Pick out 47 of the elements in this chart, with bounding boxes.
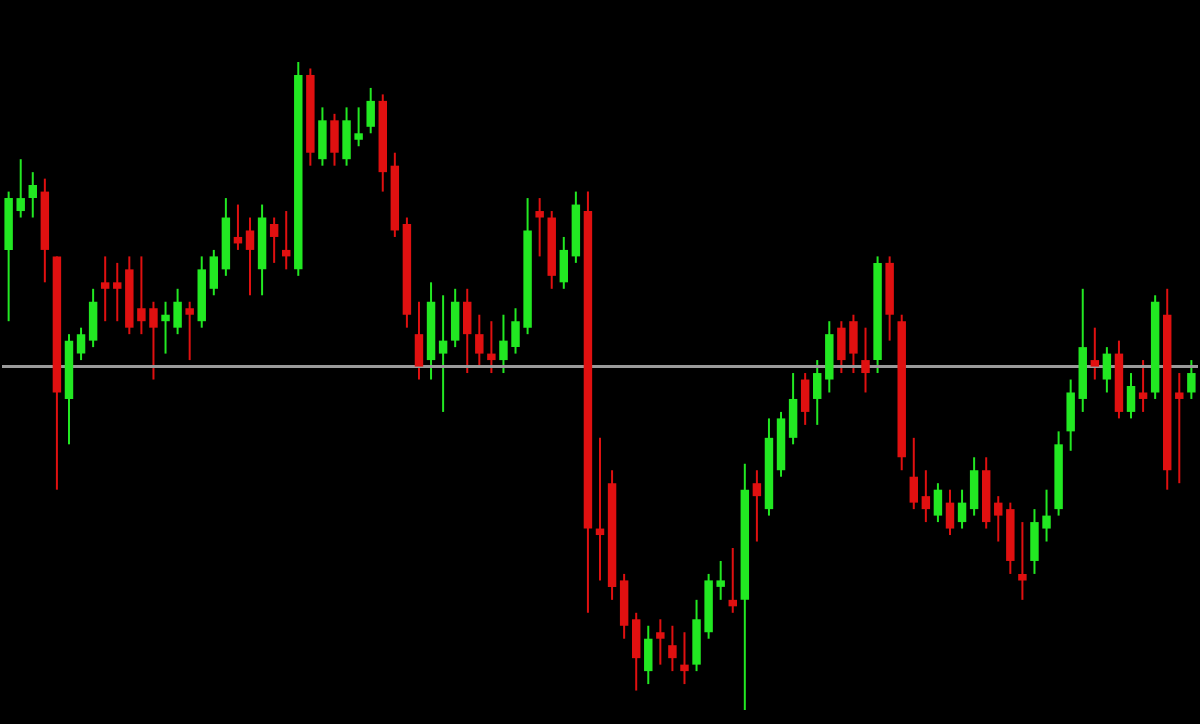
candlestick bbox=[28, 171, 37, 219]
candlestick bbox=[994, 495, 1003, 543]
candlestick bbox=[800, 372, 810, 426]
candlestick bbox=[450, 287, 460, 349]
candlestick bbox=[330, 112, 339, 167]
candlestick bbox=[463, 287, 472, 375]
candlestick bbox=[1018, 521, 1027, 601]
candlestick bbox=[619, 572, 629, 640]
candlestick bbox=[933, 482, 943, 524]
candlestick bbox=[813, 359, 822, 426]
candlestick bbox=[76, 326, 86, 362]
candlestick bbox=[1175, 372, 1184, 485]
candlestick bbox=[88, 287, 98, 349]
candlestick bbox=[921, 469, 931, 524]
candlestick bbox=[1090, 326, 1100, 381]
candlestick bbox=[438, 294, 448, 413]
candlestick bbox=[487, 320, 496, 375]
candlestick bbox=[1187, 359, 1196, 400]
candlestick bbox=[969, 456, 979, 517]
candlestick bbox=[680, 631, 689, 686]
candlestick bbox=[475, 313, 484, 368]
candlestick bbox=[1126, 372, 1136, 420]
candlestick bbox=[861, 326, 870, 394]
candlestick bbox=[945, 488, 955, 537]
candlestick bbox=[366, 86, 375, 135]
candlestick bbox=[1138, 359, 1148, 413]
candlestick bbox=[559, 235, 569, 290]
candlestick bbox=[668, 624, 677, 673]
candlestick bbox=[269, 216, 279, 264]
candlestick bbox=[752, 469, 762, 543]
candlestick bbox=[113, 261, 122, 323]
candlestick bbox=[245, 216, 255, 297]
candlestick bbox=[100, 255, 110, 323]
candlestick bbox=[185, 300, 194, 362]
candlestick bbox=[1102, 346, 1112, 394]
candlestick bbox=[1066, 378, 1075, 452]
candlestick bbox=[209, 248, 219, 297]
candlestick bbox=[957, 488, 967, 530]
candlestick bbox=[825, 320, 834, 394]
candlestick bbox=[644, 624, 653, 686]
candlestick bbox=[414, 300, 424, 381]
candlestick bbox=[909, 436, 919, 511]
candlestick bbox=[318, 106, 327, 167]
candlestick bbox=[535, 197, 544, 258]
candlestick bbox=[788, 372, 798, 446]
candlestick bbox=[631, 611, 641, 692]
candlestick bbox=[656, 618, 665, 666]
